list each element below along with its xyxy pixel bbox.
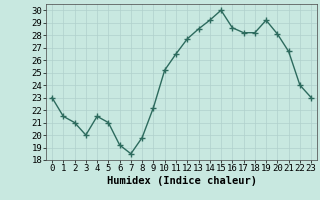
X-axis label: Humidex (Indice chaleur): Humidex (Indice chaleur) — [107, 176, 257, 186]
